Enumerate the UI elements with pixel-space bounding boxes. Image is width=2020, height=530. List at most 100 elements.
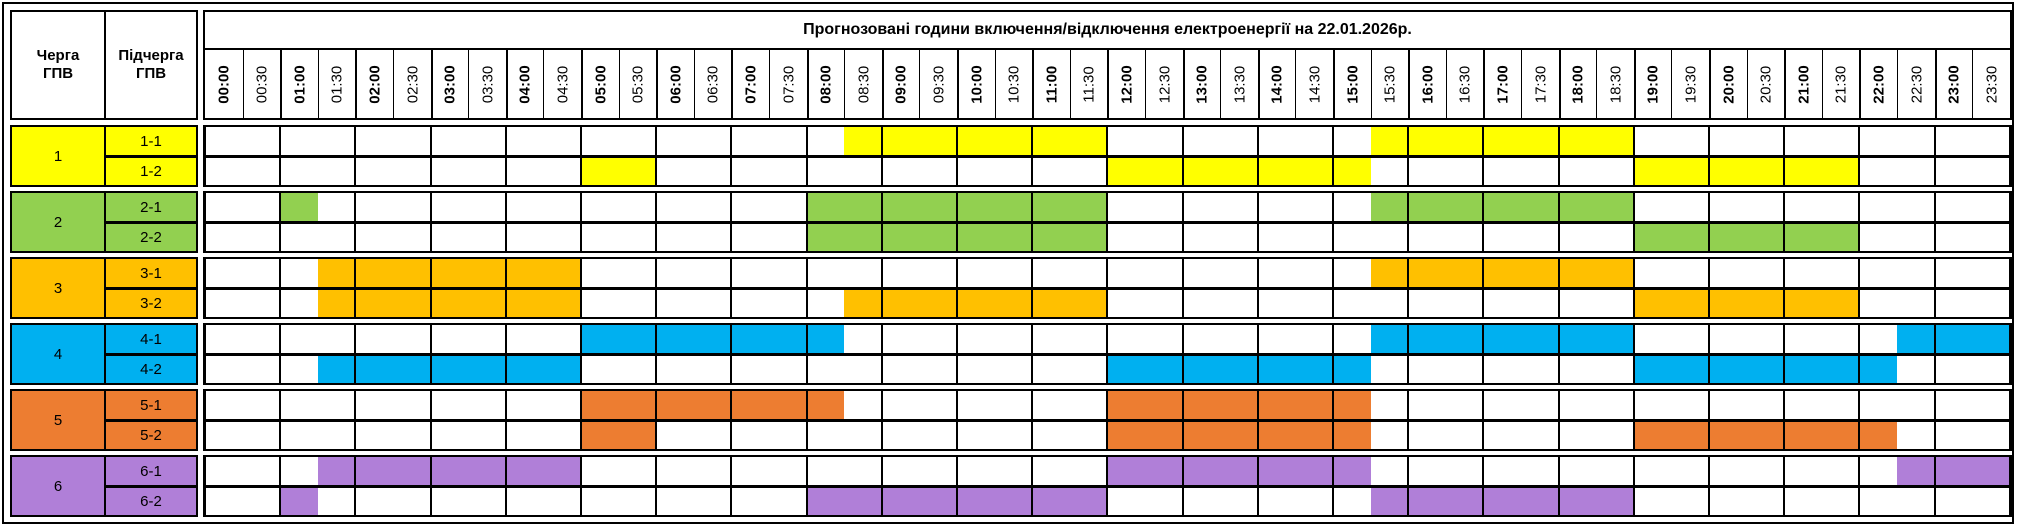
time-slot-text: 22:00: [1870, 64, 1888, 104]
outage-block: [806, 222, 1108, 253]
subqueue-cell-2-2: 2-2: [104, 222, 198, 253]
time-slot-label: 20:00: [1709, 50, 1747, 118]
outage-block: [1633, 288, 1860, 319]
time-slot-text: 02:00: [366, 64, 384, 104]
queue-cell-4: 4: [10, 323, 106, 385]
time-slot-text: 07:00: [742, 64, 760, 104]
outage-block: [1107, 455, 1371, 486]
time-slot-text: 08:30: [854, 65, 872, 103]
queue-column-header: Черга ГПВ: [10, 10, 106, 120]
outage-block: [844, 125, 1108, 156]
time-slot-label: 09:00: [881, 50, 920, 118]
subqueue-cell-1-2: 1-2: [104, 156, 198, 187]
time-slot-text: 04:30: [554, 65, 572, 103]
subqueue-label: 6-2: [140, 493, 162, 510]
time-slot-label: 16:00: [1408, 50, 1446, 118]
time-slot-text: 09:00: [893, 64, 911, 104]
time-slot-label: 21:00: [1784, 50, 1822, 118]
outage-block: [317, 354, 581, 385]
time-slot-text: 22:30: [1907, 65, 1925, 103]
subqueue-label: 6-1: [140, 462, 162, 480]
outage-block: [806, 486, 1108, 517]
time-slot-label: 15:30: [1370, 50, 1409, 118]
time-slot-label: 11:00: [1032, 50, 1070, 118]
time-slot-label: 17:00: [1483, 50, 1521, 118]
time-slot-label: 13:00: [1182, 50, 1221, 118]
outage-block: [1370, 191, 1634, 222]
subqueue-cell-1-1: 1-1: [104, 125, 198, 157]
time-slot-text: 16:30: [1456, 65, 1474, 103]
time-slot-text: 04:00: [517, 64, 535, 104]
subqueue-cell-6-1: 6-1: [104, 455, 198, 487]
outage-block: [581, 420, 657, 451]
subqueue-cell-5-1: 5-1: [104, 389, 198, 421]
time-slot-label: 18:00: [1558, 50, 1597, 118]
time-slot-text: 19:00: [1645, 64, 1663, 104]
subqueue-column-header: Підчерга ГПВ: [104, 10, 198, 120]
time-slot-label: 12:00: [1107, 50, 1145, 118]
time-slot-label: 21:30: [1821, 50, 1860, 118]
subqueue-label: 4-1: [140, 330, 162, 348]
outage-block: [844, 288, 1108, 319]
time-slot-text: 16:00: [1419, 64, 1437, 104]
time-slot-text: 15:30: [1381, 65, 1399, 103]
time-slot-text: 11:30: [1080, 65, 1098, 103]
outage-block: [1897, 323, 2010, 354]
time-slot-text: 23:30: [1982, 65, 2000, 103]
outage-block: [1633, 420, 1897, 451]
time-slot-label: 04:30: [543, 50, 581, 118]
time-slot-label: 19:30: [1671, 50, 1709, 118]
title-text: Прогнозовані години включення/відключенн…: [803, 21, 1412, 38]
time-slot-text: 21:00: [1795, 64, 1813, 104]
time-slot-label: 08:00: [806, 50, 845, 118]
subqueue-label: 1-1: [140, 132, 162, 150]
outage-block: [280, 191, 318, 222]
outage-block: [1633, 222, 1860, 253]
time-slot-text: 13:30: [1230, 65, 1248, 103]
subqueue-cell-2-1: 2-1: [104, 191, 198, 223]
time-slot-label: 05:00: [581, 50, 619, 118]
time-slot-label: 20:30: [1746, 50, 1785, 118]
time-slot-text: 18:30: [1606, 65, 1624, 103]
queue-label: 5: [53, 411, 63, 429]
time-slot-text: 00:00: [215, 64, 233, 104]
time-slot-text: 01:00: [291, 64, 309, 104]
time-slot-text: 11:00: [1043, 65, 1061, 103]
subqueue-cell-3-2: 3-2: [104, 288, 198, 319]
time-slot-label: 14:30: [1295, 50, 1333, 118]
time-slot-label: 06:30: [693, 50, 732, 118]
outage-block: [280, 486, 318, 517]
outage-block: [1370, 125, 1634, 156]
subqueue-header-label: Підчерга ГПВ: [118, 47, 184, 82]
time-slot-label: 13:30: [1220, 50, 1258, 118]
time-slot-label: 04:00: [505, 50, 544, 118]
time-slot-text: 13:00: [1193, 64, 1211, 104]
queue-cell-1: 1: [10, 125, 106, 187]
time-slot-text: 07:30: [779, 65, 797, 103]
time-slot-text: 12:00: [1118, 64, 1136, 104]
outage-block: [1633, 156, 1860, 187]
time-slot-text: 18:00: [1569, 64, 1587, 104]
time-slot-label: 18:30: [1596, 50, 1634, 118]
time-slot-text: 17:00: [1494, 64, 1512, 104]
subqueue-cell-6-2: 6-2: [104, 486, 198, 517]
subqueue-label: 3-2: [140, 295, 162, 312]
time-slot-label: 15:00: [1333, 50, 1371, 118]
time-slot-label: 19:00: [1633, 50, 1672, 118]
queue-header-label: Черга ГПВ: [36, 47, 80, 82]
time-slot-label: 00:30: [242, 50, 281, 118]
time-slot-text: 09:30: [930, 65, 948, 103]
time-slot-label: 02:00: [355, 50, 393, 118]
time-slot-text: 08:00: [817, 64, 835, 104]
schedule-title: Прогнозовані години включення/відключенн…: [203, 10, 2012, 50]
time-slot-text: 03:00: [441, 64, 459, 104]
outage-block: [1107, 420, 1371, 451]
time-slot-label: 00:00: [205, 50, 243, 118]
time-slot-label: 22:00: [1859, 50, 1897, 118]
time-slot-label: 03:00: [430, 50, 469, 118]
queue-label: 6: [53, 477, 63, 495]
outage-block: [1107, 354, 1371, 385]
outage-block: [1370, 486, 1634, 517]
time-slot-text: 14:30: [1306, 65, 1324, 103]
outage-block: [1897, 455, 2010, 486]
